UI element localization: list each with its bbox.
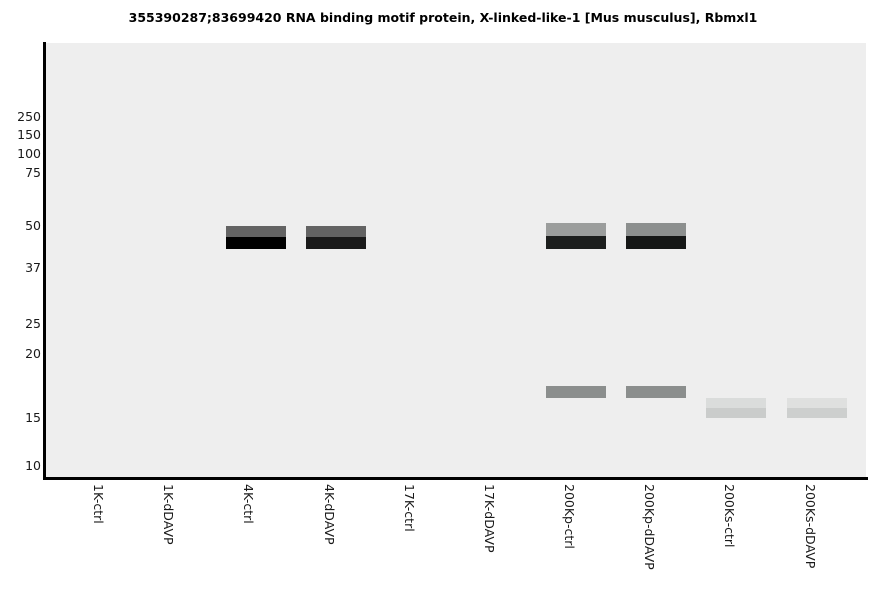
band-segment [787, 398, 847, 408]
y-axis-line [43, 42, 46, 480]
band-200Ks-dDAVP-lower [787, 398, 847, 418]
x-tick-label: 1K-dDAVP [161, 484, 176, 545]
band-4K-dDAVP-upper [306, 226, 366, 249]
y-tick-label: 37 [25, 260, 41, 275]
x-tick-label: 17K-ctrl [402, 484, 417, 532]
band-segment [626, 236, 686, 249]
x-tick-label: 200Ks-ctrl [722, 484, 737, 548]
band-segment [226, 226, 286, 237]
y-tick-label: 20 [25, 346, 41, 361]
y-tick-label: 250 [17, 109, 41, 124]
band-segment [546, 386, 606, 398]
band-segment [706, 408, 766, 418]
x-axis-line [43, 477, 868, 480]
band-200Kp-dDAVP-upper [626, 223, 686, 249]
y-tick-label: 75 [25, 165, 41, 180]
band-200Ks-ctrl-lower [706, 398, 766, 418]
x-tick-label: 4K-dDAVP [322, 484, 337, 545]
band-4K-ctrl-upper [226, 226, 286, 249]
page-title: 355390287;83699420 RNA binding motif pro… [128, 10, 758, 25]
x-tick-label: 17K-dDAVP [482, 484, 497, 553]
band-segment [787, 408, 847, 418]
plot-area [46, 43, 866, 478]
x-tick-label: 200Kp-dDAVP [642, 484, 657, 570]
band-segment [626, 223, 686, 236]
y-axis-tick-labels: 250 150 100 75 50 37 25 20 15 10 [0, 0, 41, 595]
band-segment [626, 386, 686, 398]
y-tick-label: 50 [25, 218, 41, 233]
band-segment [546, 223, 606, 236]
y-tick-label: 150 [17, 127, 41, 142]
band-segment [706, 398, 766, 408]
y-tick-label: 100 [17, 146, 41, 161]
x-tick-label: 200Kp-ctrl [562, 484, 577, 549]
band-segment [226, 237, 286, 249]
band-200Kp-ctrl-lower [546, 386, 606, 398]
band-segment [306, 226, 366, 237]
x-tick-label: 1K-ctrl [91, 484, 106, 524]
band-200Kp-ctrl-upper [546, 223, 606, 249]
band-segment [546, 236, 606, 249]
x-tick-label: 4K-ctrl [241, 484, 256, 524]
y-tick-label: 25 [25, 316, 41, 331]
x-tick-label: 200Ks-dDAVP [803, 484, 818, 569]
y-tick-label: 10 [25, 458, 41, 473]
band-segment [306, 237, 366, 249]
y-tick-label: 15 [25, 410, 41, 425]
band-200Kp-dDAVP-lower [626, 386, 686, 398]
